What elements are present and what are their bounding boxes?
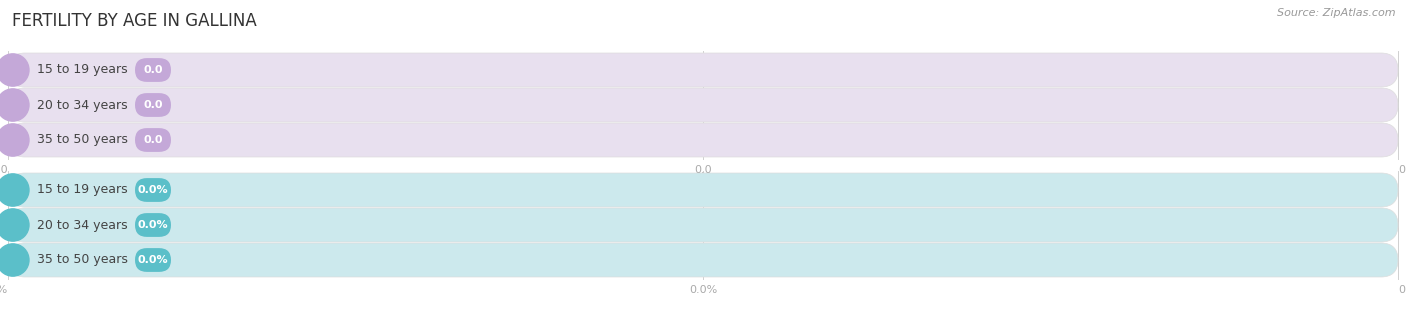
Text: 35 to 50 years: 35 to 50 years [37,253,128,267]
Text: Source: ZipAtlas.com: Source: ZipAtlas.com [1278,8,1396,18]
Circle shape [0,174,30,206]
FancyBboxPatch shape [135,93,172,117]
FancyBboxPatch shape [8,53,1398,87]
Text: 15 to 19 years: 15 to 19 years [37,63,128,77]
Text: 0.0%: 0.0% [138,185,169,195]
Text: 0.0: 0.0 [143,65,163,75]
FancyBboxPatch shape [8,173,1398,207]
Text: 0.0%: 0.0% [138,255,169,265]
Circle shape [0,54,30,86]
Circle shape [0,124,30,156]
Text: 15 to 19 years: 15 to 19 years [37,183,128,196]
FancyBboxPatch shape [135,248,172,272]
FancyBboxPatch shape [8,243,1398,277]
Text: 0.0: 0.0 [0,165,8,175]
Text: 0.0: 0.0 [695,165,711,175]
Text: 0.0: 0.0 [143,100,163,110]
Text: 20 to 34 years: 20 to 34 years [37,98,128,112]
Text: 0.0%: 0.0% [689,285,717,295]
Text: 0.0: 0.0 [143,135,163,145]
FancyBboxPatch shape [135,213,172,237]
Text: 35 to 50 years: 35 to 50 years [37,134,128,147]
Text: 0.0%: 0.0% [0,285,8,295]
Circle shape [0,89,30,121]
FancyBboxPatch shape [135,58,172,82]
Text: 20 to 34 years: 20 to 34 years [37,218,128,232]
Circle shape [0,244,30,276]
Circle shape [0,209,30,241]
FancyBboxPatch shape [135,178,172,202]
Text: 0.0%: 0.0% [138,220,169,230]
Text: 0.0: 0.0 [1398,165,1406,175]
Text: FERTILITY BY AGE IN GALLINA: FERTILITY BY AGE IN GALLINA [13,12,257,30]
FancyBboxPatch shape [8,123,1398,157]
FancyBboxPatch shape [8,88,1398,122]
Text: 0.0%: 0.0% [1398,285,1406,295]
FancyBboxPatch shape [135,128,172,152]
FancyBboxPatch shape [8,208,1398,242]
